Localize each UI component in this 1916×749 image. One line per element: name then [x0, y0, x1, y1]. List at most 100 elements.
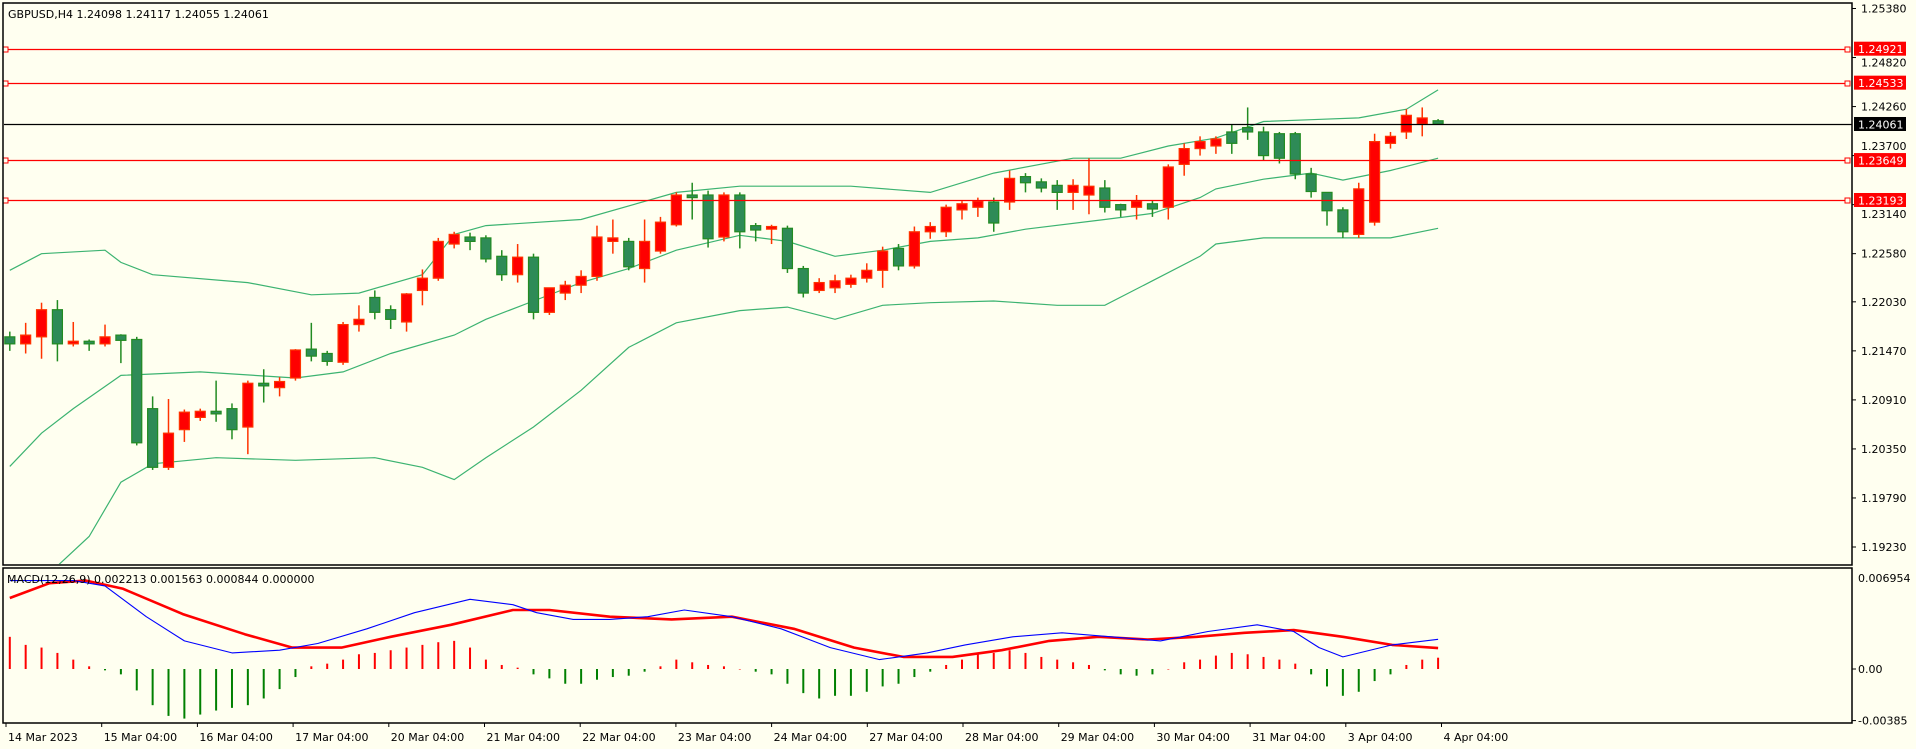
bullish-candle	[956, 201, 968, 220]
bearish-candle	[702, 190, 714, 248]
bullish-candle	[718, 192, 730, 242]
bullish-candle	[1178, 143, 1190, 176]
bearish-candle	[750, 223, 762, 242]
candle-body	[623, 240, 635, 268]
bullish-candle	[178, 409, 190, 442]
symbol-info: GBPUSD,H4 1.24098 1.24117 1.24055 1.2406…	[8, 8, 269, 21]
level-price-label: 1.24921	[1858, 43, 1904, 56]
price-label-box	[1854, 192, 1906, 207]
candle-body	[512, 256, 524, 276]
price-axis: 1.25380 1.24820 1.24260 1.23700 1.23140 1.225…	[1852, 3, 1907, 554]
candle-body	[83, 340, 95, 345]
candle-body	[1353, 188, 1365, 236]
bearish-candle	[147, 396, 159, 470]
candle-body	[702, 194, 714, 240]
price-tick-label: 1.23700	[1861, 140, 1907, 153]
price-tick-label: 1.22580	[1861, 248, 1907, 261]
candle-body	[1337, 209, 1349, 233]
candle-body	[638, 240, 651, 270]
level-price-label: 1.23649	[1858, 155, 1904, 168]
line-handle-right[interactable]	[1844, 80, 1851, 87]
bearish-candle	[4, 331, 16, 351]
candle-body	[1384, 135, 1397, 144]
candle-body	[1257, 131, 1270, 157]
price-label-box	[1854, 153, 1906, 168]
bullish-candle	[1083, 158, 1095, 215]
bullish-candle	[559, 280, 571, 301]
bullish-candle	[1210, 136, 1222, 154]
time-tick-label: 22 Mar 04:00	[582, 731, 655, 744]
bearish-candle	[1257, 126, 1270, 161]
candle-body	[51, 309, 64, 345]
bullish-candle	[543, 287, 555, 315]
bearish-candle	[115, 334, 127, 364]
candle-body	[210, 410, 222, 415]
bearish-candle	[258, 369, 270, 403]
line-handle-right[interactable]	[1844, 197, 1851, 204]
candle-body	[273, 380, 286, 389]
bullish-candle	[67, 321, 79, 347]
bullish-candle	[512, 244, 524, 283]
candle-body	[781, 227, 794, 270]
main-panel-frame	[2, 2, 1853, 566]
candle-body	[35, 309, 48, 338]
price-tick-label: 1.19790	[1861, 492, 1907, 505]
bearish-candle	[1019, 173, 1032, 193]
bearish-candle	[210, 380, 222, 422]
candle-body	[337, 323, 349, 363]
candle-body	[448, 233, 460, 245]
time-tick-label: 16 Mar 04:00	[199, 731, 272, 744]
bollinger-middle-line	[9, 157, 1439, 467]
bullish-candle	[194, 408, 206, 421]
bullish-candle	[432, 237, 444, 281]
bullish-candle	[940, 204, 952, 238]
bullish-candle	[242, 380, 254, 455]
bearish-candle	[321, 350, 333, 366]
time-tick-label: 20 Mar 04:00	[391, 731, 464, 744]
price-label-box	[1854, 41, 1906, 56]
candle-body	[178, 411, 190, 431]
time-tick-label: 31 Mar 04:00	[1252, 731, 1325, 744]
bullish-candle	[845, 274, 857, 288]
candle-body	[1178, 147, 1190, 165]
price-line-labels: 1.24921 1.24533 1.23649 1.23193 1.24061	[1854, 41, 1906, 207]
bearish-candle	[527, 253, 540, 320]
bullish-candle	[638, 219, 651, 283]
candle-body	[369, 296, 381, 313]
candle-body	[1162, 166, 1174, 208]
bullish-candle	[591, 225, 603, 281]
candle-body	[686, 194, 698, 199]
candle-body	[1226, 131, 1238, 144]
bullish-candle	[924, 222, 936, 239]
candle-body	[1242, 126, 1254, 133]
candle-body	[20, 334, 32, 345]
bullish-candle	[765, 224, 778, 245]
current-price-label: 1.24061	[1858, 118, 1904, 131]
line-handle-right[interactable]	[1844, 157, 1851, 164]
candle-body	[988, 201, 1000, 224]
candle-body	[908, 231, 920, 267]
candle-body	[813, 281, 825, 292]
bearish-candle	[1242, 107, 1254, 140]
price-tick-label: 1.24260	[1861, 101, 1907, 114]
time-tick-label: 28 Mar 04:00	[965, 731, 1038, 744]
candle-body	[924, 225, 936, 233]
line-handle-right[interactable]	[1844, 46, 1851, 53]
bullish-candle	[654, 216, 667, 254]
bearish-candle	[369, 290, 381, 320]
bearish-candle	[305, 322, 317, 362]
price-tick-label: 1.25380	[1861, 3, 1907, 16]
candle-body	[1099, 187, 1111, 208]
horizontal-levels[interactable]	[2, 46, 1852, 204]
time-tick-label: 30 Mar 04:00	[1156, 731, 1229, 744]
candle-body	[400, 293, 413, 323]
candle-body	[527, 256, 540, 313]
current-price-box	[1854, 116, 1906, 131]
bearish-candle	[1099, 180, 1111, 213]
bullish-candle	[35, 302, 48, 359]
candle-body	[289, 349, 302, 379]
candle-body	[956, 203, 968, 211]
bullish-candle	[877, 246, 889, 288]
price-label-box	[1854, 75, 1906, 90]
